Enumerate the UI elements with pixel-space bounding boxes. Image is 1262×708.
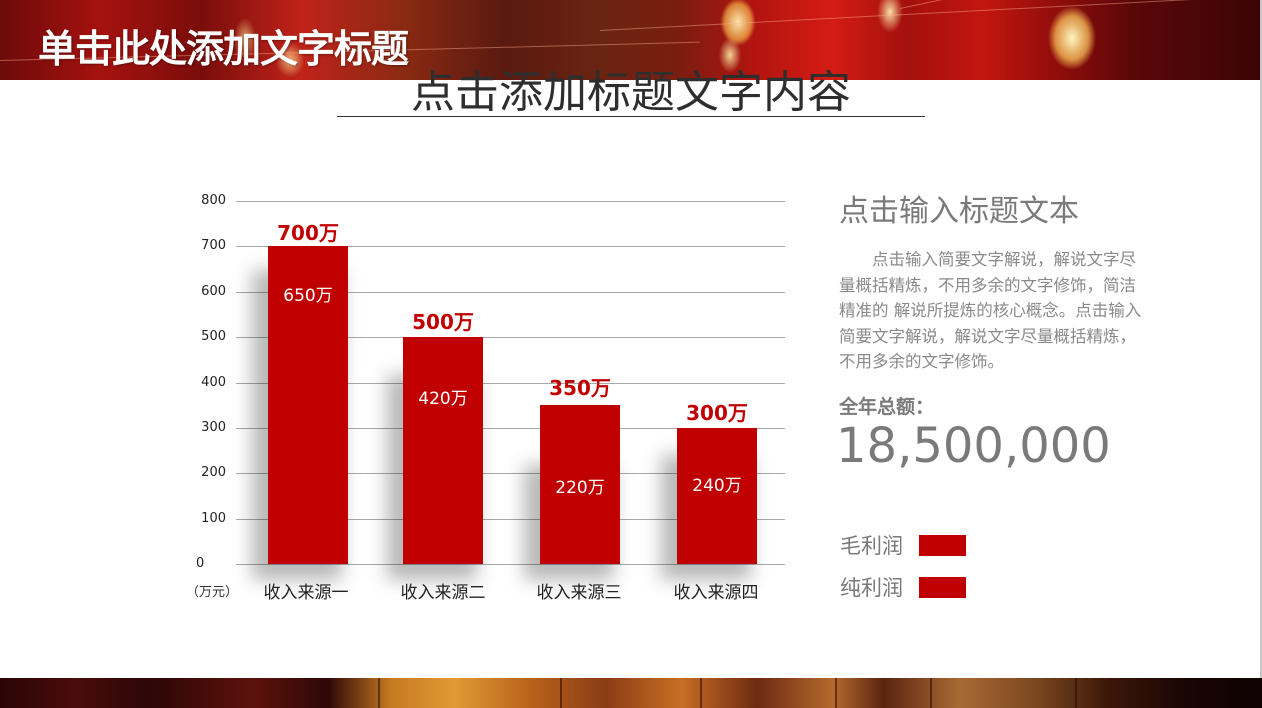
bar-top-value: 700万 <box>277 221 339 245</box>
gridline <box>236 383 785 384</box>
x-axis-line <box>236 564 785 565</box>
bar-source-3[interactable]: 220万 <box>540 405 620 564</box>
bar-source-4[interactable]: 240万 <box>677 428 757 564</box>
gridline <box>236 292 785 293</box>
subtitle[interactable]: 点击添加标题文字内容 <box>411 67 851 118</box>
bar-top-value: 500万 <box>412 310 474 334</box>
bar-inner-value: 240万 <box>692 476 742 496</box>
legend-item-gross-profit: 毛利润 <box>840 532 966 558</box>
y-tick: 700 <box>201 238 226 253</box>
y-tick: 400 <box>201 375 226 390</box>
gridline <box>236 473 785 474</box>
total-value: 18,500,000 <box>836 418 1111 474</box>
bar-inner-value: 420万 <box>418 389 468 409</box>
y-tick: 0 <box>196 556 205 571</box>
gridline <box>236 519 785 520</box>
total-label: 全年总额： <box>839 396 935 418</box>
y-unit-label: （万元） <box>186 585 239 600</box>
x-label: 收入来源四 <box>673 583 759 603</box>
gridline <box>236 246 785 247</box>
bar-source-1[interactable]: 650万 <box>268 246 348 564</box>
main-title[interactable]: 单击此处添加文字标题 <box>38 27 409 71</box>
gridline <box>236 201 785 202</box>
bar-chart: 800 700 600 500 400 300 200 100 0 650万 7… <box>186 193 785 603</box>
y-tick: 100 <box>201 511 226 526</box>
side-panel-title[interactable]: 点击输入标题文本 <box>839 194 1079 229</box>
gridline <box>236 428 785 429</box>
gridline <box>236 337 785 338</box>
top-banner-image <box>0 0 1260 80</box>
legend-swatch <box>919 534 966 556</box>
side-panel-description[interactable]: 点击输入简要文字解说，解说文字尽量概括精炼，不用多余的文字修饰，简洁精准的 解说… <box>839 250 1142 371</box>
legend-item-net-profit: 纯利润 <box>840 574 966 600</box>
bar-top-value: 300万 <box>686 401 748 425</box>
bottom-banner-image <box>0 678 1262 708</box>
y-tick: 600 <box>201 284 226 299</box>
x-label: 收入来源二 <box>400 583 486 603</box>
y-tick: 300 <box>201 420 226 435</box>
bar-inner-value: 220万 <box>555 478 605 498</box>
x-label: 收入来源三 <box>536 583 622 603</box>
y-tick: 500 <box>201 329 226 344</box>
bar-top-value: 350万 <box>549 376 611 400</box>
subtitle-divider <box>337 116 925 117</box>
legend-label: 毛利润 <box>840 534 903 558</box>
y-tick: 800 <box>201 193 226 208</box>
bar-inner-value: 650万 <box>283 286 333 306</box>
bar-source-2[interactable]: 420万 <box>403 337 483 564</box>
legend-label: 纯利润 <box>840 576 903 600</box>
y-tick: 200 <box>201 465 226 480</box>
legend-swatch <box>919 576 966 598</box>
x-label: 收入来源一 <box>263 583 349 603</box>
